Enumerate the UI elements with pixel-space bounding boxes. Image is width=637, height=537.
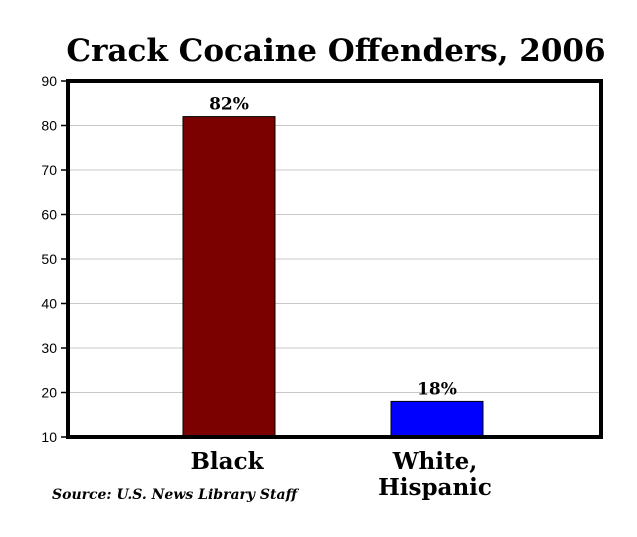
y-tick-label: 20	[41, 385, 57, 401]
y-tick-label: 30	[41, 340, 57, 356]
plot-frame	[66, 79, 603, 439]
source-note: Source: U.S. News Library Staff	[52, 487, 300, 503]
bar-white	[390, 400, 484, 438]
y-tick-label: 60	[41, 207, 57, 223]
chart-title: Crack Cocaine Offenders, 2006	[66, 33, 605, 69]
bars	[182, 116, 484, 438]
labels: 82% Black 18% White, Hispanic	[190, 95, 491, 501]
y-tick-label: 80	[41, 118, 57, 134]
y-tick-label: 90	[41, 73, 57, 89]
y-tick-label: 70	[41, 162, 57, 178]
y-tick-label: 40	[41, 296, 57, 312]
category-label: Black	[190, 448, 264, 475]
y-tick-label: 50	[41, 251, 57, 267]
data-label: 18%	[417, 379, 457, 399]
y-axis: 10 20 30 40 50 60 70 80 90	[41, 73, 68, 445]
category-label: White, Hispanic	[378, 448, 492, 501]
gridlines	[68, 125, 601, 393]
data-label: 82%	[209, 95, 249, 115]
y-tick-label: 10	[41, 429, 57, 445]
bar-black	[182, 116, 276, 438]
